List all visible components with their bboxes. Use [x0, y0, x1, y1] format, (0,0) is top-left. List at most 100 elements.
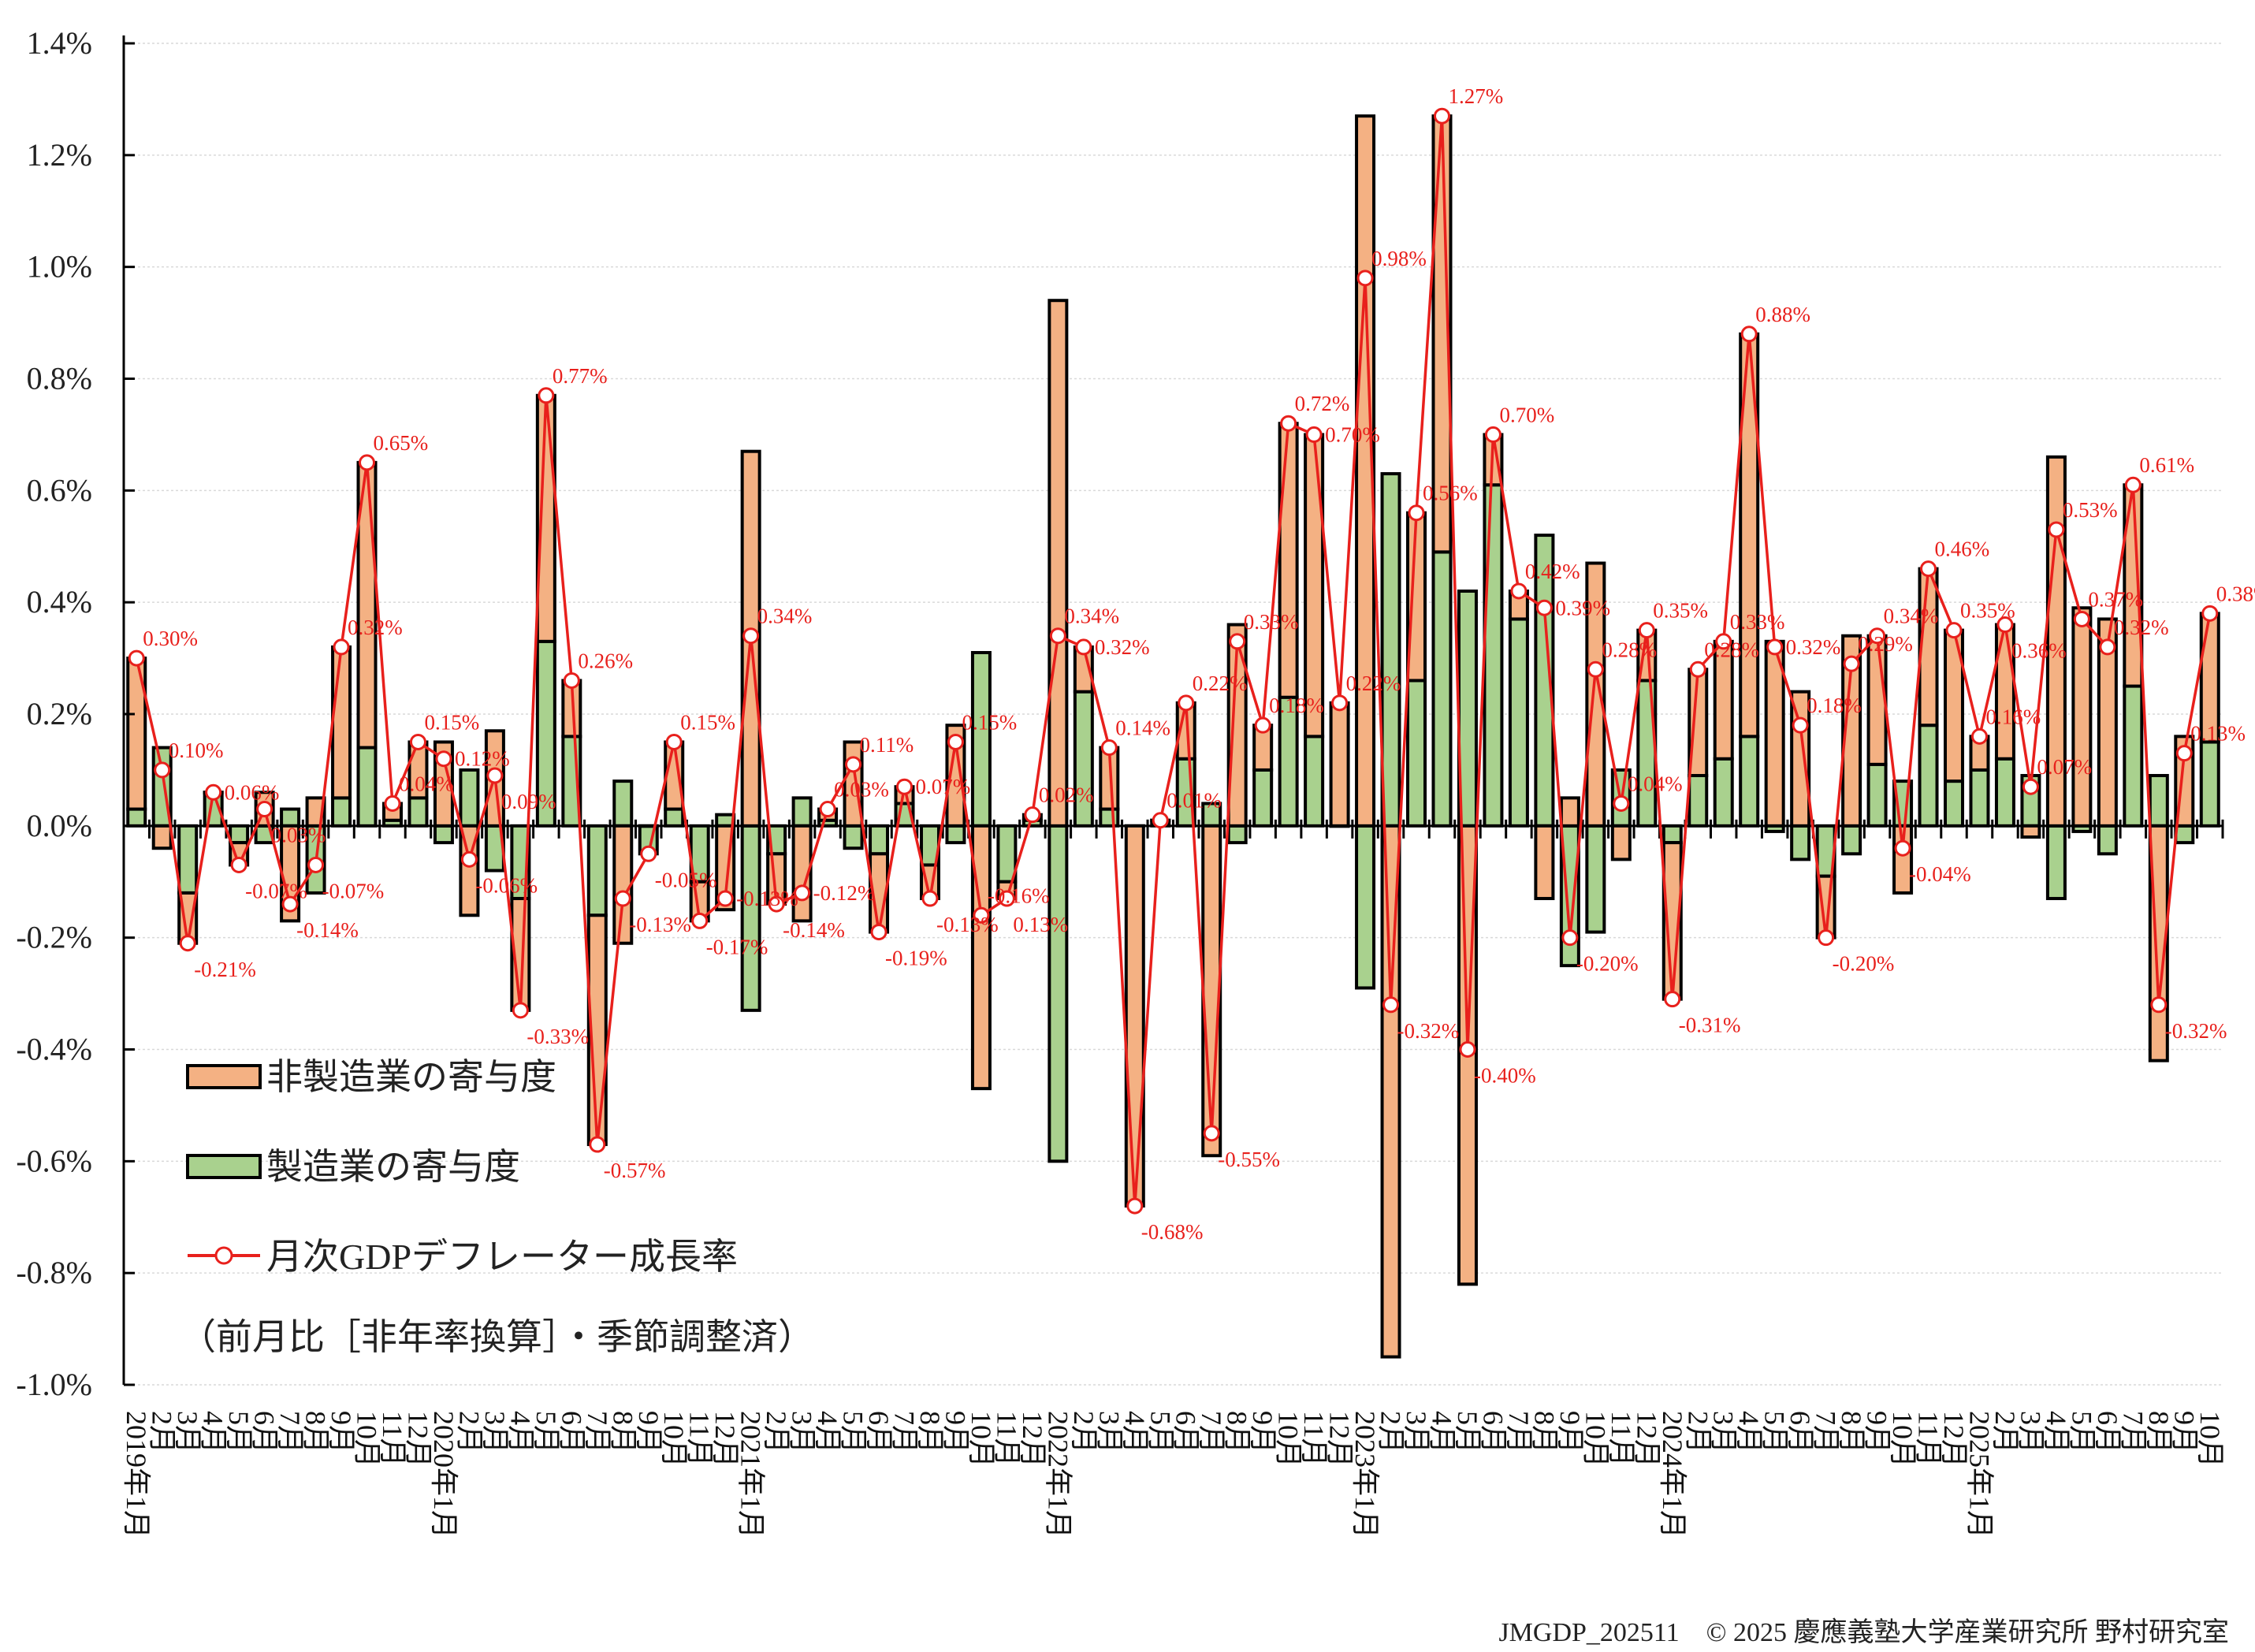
data-label: -0.13% [629, 913, 691, 936]
y-tick-label: 1.4% [27, 25, 92, 61]
bar-manufacturing [996, 824, 1018, 884]
data-label: -0.21% [194, 958, 256, 981]
x-tick-label: 10月 [1580, 1411, 1611, 1468]
data-label: 0.70% [1325, 422, 1380, 446]
x-tick-label: 9月 [326, 1411, 357, 1453]
line-marker [1818, 929, 1835, 947]
data-label: 0.02% [1039, 783, 1094, 807]
x-tick-label: 8月 [1222, 1411, 1253, 1453]
data-label: 0.03% [271, 824, 326, 847]
data-label: -0.68% [1141, 1220, 1204, 1244]
line-marker [1689, 660, 1706, 678]
line-marker [1945, 622, 1963, 639]
line-marker [1024, 806, 1041, 824]
x-tick-label: 2月 [147, 1411, 178, 1453]
data-label: 0.16% [1985, 705, 2041, 728]
bar-non-manufacturing [1534, 824, 1555, 901]
bar-manufacturing [664, 807, 685, 828]
line-marker [179, 935, 196, 952]
line-marker [1280, 415, 1297, 432]
bar-manufacturing [1355, 824, 1376, 990]
line-marker [1920, 560, 1937, 578]
bar-manufacturing [2174, 824, 2195, 845]
x-tick-label: 3月 [479, 1411, 511, 1453]
bar-manufacturing [1739, 735, 1760, 828]
line-marker [1229, 633, 1246, 650]
line-marker [1049, 627, 1066, 645]
data-label: 0.33% [1244, 610, 1299, 634]
x-tick-label: 12月 [1631, 1411, 1662, 1468]
x-tick-label: 2月 [1375, 1411, 1407, 1453]
legend: 非製造業の寄与度 製造業の寄与度 月次GDPデフレーター成長率 （前月比［非年率… [180, 1057, 814, 1357]
line-marker [2150, 996, 2168, 1014]
line-marker [1894, 839, 1911, 857]
y-tick-label: -0.6% [16, 1143, 92, 1178]
line-marker [1484, 426, 1501, 443]
data-label: -0.57% [604, 1159, 666, 1182]
data-label: 0.70% [1499, 403, 1554, 426]
data-label: 0.72% [1295, 392, 1350, 415]
bar-non-manufacturing [151, 824, 173, 850]
y-tick-label: 0.2% [27, 696, 92, 731]
line-marker [2124, 476, 2142, 493]
bar-manufacturing [1483, 483, 1504, 828]
data-label: 0.03% [834, 778, 889, 802]
legend-swatch-non-manufacturing [186, 1064, 262, 1089]
bar-manufacturing [2199, 740, 2220, 828]
line-marker [896, 778, 914, 795]
line-marker [409, 733, 426, 750]
bar-manufacturing [229, 824, 250, 845]
x-tick-label: 9月 [1247, 1411, 1278, 1453]
data-label: 0.33% [1730, 610, 1785, 634]
data-label: 0.22% [1346, 672, 1401, 695]
x-tick-label: 3月 [1093, 1411, 1125, 1453]
data-label: 0.12% [455, 747, 510, 771]
y-tick-label: -1.0% [16, 1367, 92, 1402]
x-tick-label: 2021年1月 [735, 1411, 767, 1539]
x-tick-label: 12月 [709, 1411, 741, 1468]
x-tick-label: 5月 [530, 1411, 562, 1453]
bar-manufacturing [612, 779, 634, 828]
data-label: -0.14% [783, 918, 845, 942]
x-tick-label: 11月 [1913, 1411, 1944, 1467]
x-tick-label: 10月 [1887, 1411, 1918, 1468]
data-label: -0.31% [1679, 1014, 1741, 1037]
bar-non-manufacturing [1124, 824, 1145, 1208]
data-label: 0.77% [553, 364, 608, 388]
x-tick-label: 2月 [1068, 1411, 1100, 1453]
data-label: 0.34% [1064, 605, 1119, 628]
data-label: -0.33% [527, 1025, 589, 1048]
x-tick-label: 2023年1月 [1349, 1411, 1381, 1539]
x-tick-label: 3月 [1708, 1411, 1740, 1453]
data-label: 0.28% [1602, 638, 1657, 661]
data-label: -0.17% [706, 935, 768, 958]
line-marker [1126, 1197, 1144, 1215]
bar-manufacturing [1252, 768, 1274, 828]
bar-manufacturing [2123, 684, 2144, 828]
y-tick-label: -0.8% [16, 1255, 92, 1290]
data-labels: 0.30% 0.10% -0.21% 0.06% -0.07% 0.03% -0.14% -0… [143, 84, 2255, 1244]
data-label: 0.22% [1193, 672, 1248, 695]
y-tick-label: 0.6% [27, 472, 92, 508]
bar-non-manufacturing [331, 645, 352, 800]
x-tick-label: 6月 [556, 1411, 587, 1453]
x-tick-label: 10月 [1273, 1411, 1304, 1468]
bar-manufacturing [869, 824, 890, 856]
line-marker [2073, 610, 2090, 627]
line-marker [2201, 605, 2219, 622]
x-tick-label: 2025年1月 [1963, 1411, 1995, 1539]
x-tick-label: 12月 [1938, 1411, 1970, 1468]
line-marker [998, 890, 1015, 907]
line-marker [1178, 694, 1195, 712]
data-label: 0.46% [1935, 538, 1990, 561]
line-marker [538, 387, 555, 404]
data-label: 0.56% [1423, 482, 1478, 505]
line-marker [1664, 991, 1681, 1008]
x-tick-label: 9月 [1862, 1411, 1893, 1453]
line-marker [1100, 739, 1118, 757]
line-marker [359, 454, 376, 471]
line-marker [205, 783, 222, 801]
footer-credit: JMGDP_202511 © 2025 慶應義塾大学産業研究所 野村研究室 [1498, 1617, 2229, 1647]
data-label: 0.18% [1807, 694, 1862, 717]
bar-manufacturing [1866, 762, 1888, 828]
